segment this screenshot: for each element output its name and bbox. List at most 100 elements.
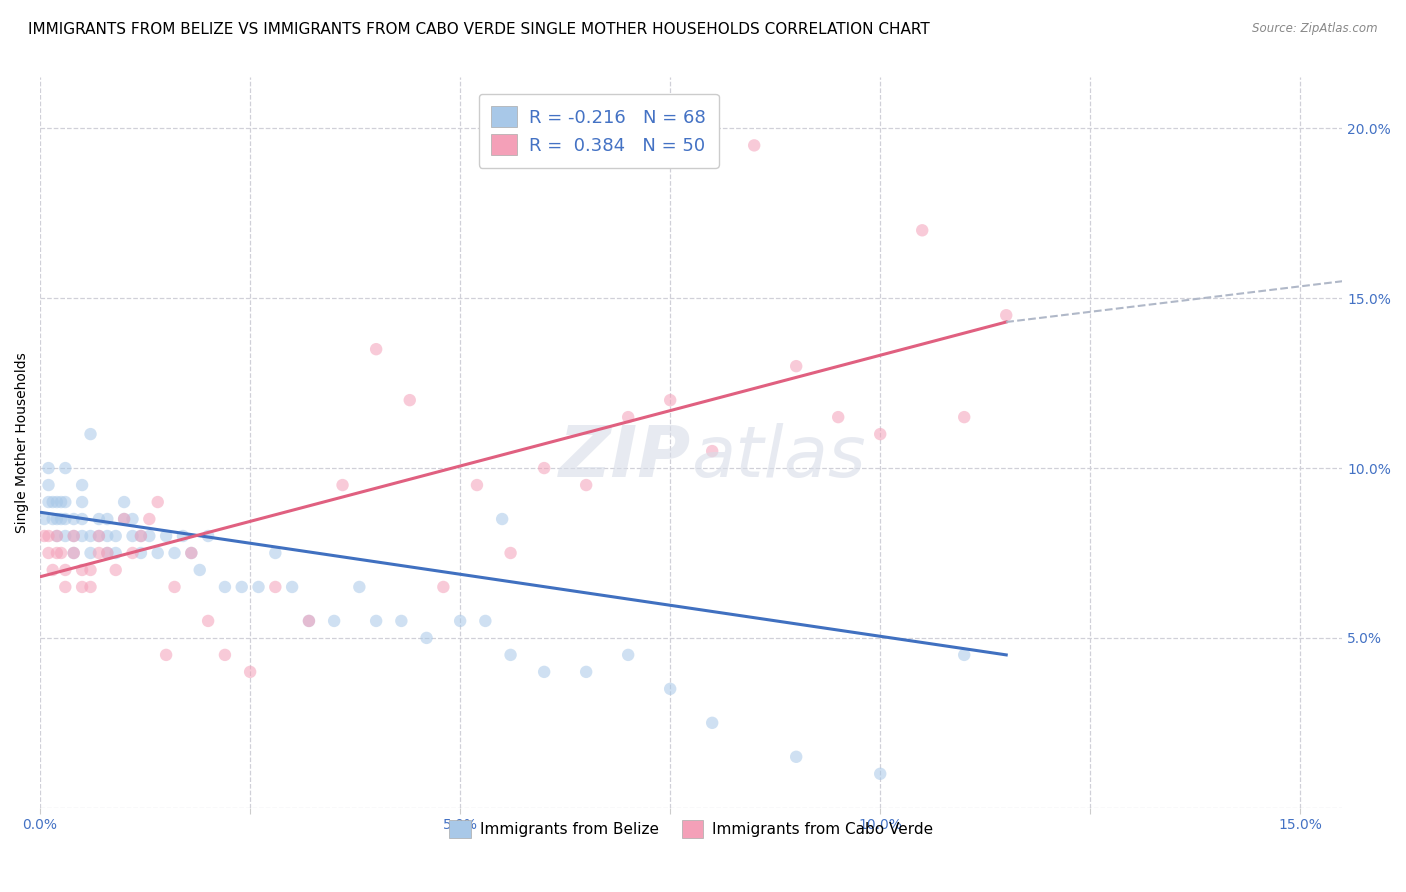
Point bbox=[104, 563, 127, 577]
Point bbox=[41, 512, 63, 526]
Point bbox=[70, 580, 93, 594]
Point bbox=[617, 410, 640, 425]
Point bbox=[188, 563, 211, 577]
Point bbox=[298, 614, 321, 628]
Point bbox=[112, 495, 135, 509]
Point bbox=[62, 546, 84, 560]
Point bbox=[121, 529, 143, 543]
Point bbox=[415, 631, 437, 645]
Point bbox=[45, 529, 67, 543]
Point bbox=[104, 529, 127, 543]
Point bbox=[87, 529, 110, 543]
Point bbox=[96, 546, 118, 560]
Point bbox=[87, 546, 110, 560]
Point bbox=[659, 393, 682, 408]
Text: ZIP: ZIP bbox=[560, 423, 692, 491]
Point bbox=[70, 563, 93, 577]
Point bbox=[214, 648, 236, 662]
Point bbox=[155, 648, 177, 662]
Point bbox=[180, 546, 202, 560]
Point bbox=[869, 766, 891, 780]
Point bbox=[45, 495, 67, 509]
Point bbox=[138, 529, 160, 543]
Point bbox=[53, 563, 76, 577]
Point bbox=[197, 614, 219, 628]
Text: atlas: atlas bbox=[692, 423, 866, 491]
Point bbox=[38, 478, 60, 492]
Point bbox=[474, 614, 496, 628]
Point bbox=[349, 580, 371, 594]
Point bbox=[53, 512, 76, 526]
Point bbox=[121, 546, 143, 560]
Point bbox=[298, 614, 321, 628]
Point bbox=[70, 495, 93, 509]
Point bbox=[742, 138, 765, 153]
Point bbox=[138, 512, 160, 526]
Point bbox=[953, 648, 976, 662]
Point bbox=[49, 495, 72, 509]
Point bbox=[575, 478, 598, 492]
Point bbox=[38, 495, 60, 509]
Point bbox=[62, 512, 84, 526]
Point bbox=[281, 580, 304, 594]
Point bbox=[491, 512, 513, 526]
Point bbox=[465, 478, 488, 492]
Point bbox=[112, 512, 135, 526]
Point bbox=[617, 648, 640, 662]
Point bbox=[911, 223, 934, 237]
Point bbox=[38, 461, 60, 475]
Point bbox=[79, 427, 101, 442]
Point bbox=[53, 529, 76, 543]
Point bbox=[197, 529, 219, 543]
Point bbox=[129, 529, 152, 543]
Point bbox=[180, 546, 202, 560]
Point bbox=[45, 546, 67, 560]
Point bbox=[389, 614, 412, 628]
Legend: Immigrants from Belize, Immigrants from Cabo Verde: Immigrants from Belize, Immigrants from … bbox=[443, 814, 939, 844]
Point bbox=[264, 580, 287, 594]
Point bbox=[995, 308, 1018, 322]
Point bbox=[366, 342, 388, 356]
Point bbox=[104, 546, 127, 560]
Point bbox=[869, 427, 891, 442]
Point bbox=[53, 580, 76, 594]
Point bbox=[96, 512, 118, 526]
Point bbox=[239, 665, 262, 679]
Point bbox=[112, 512, 135, 526]
Point bbox=[62, 546, 84, 560]
Point bbox=[96, 529, 118, 543]
Point bbox=[398, 393, 420, 408]
Point bbox=[49, 512, 72, 526]
Point bbox=[79, 580, 101, 594]
Point bbox=[827, 410, 849, 425]
Point bbox=[49, 546, 72, 560]
Point bbox=[146, 495, 169, 509]
Point bbox=[38, 546, 60, 560]
Point bbox=[214, 580, 236, 594]
Point bbox=[87, 512, 110, 526]
Point bbox=[163, 546, 186, 560]
Point bbox=[70, 478, 93, 492]
Point bbox=[121, 512, 143, 526]
Point bbox=[53, 495, 76, 509]
Point bbox=[70, 512, 93, 526]
Point bbox=[366, 614, 388, 628]
Point bbox=[53, 461, 76, 475]
Point bbox=[45, 529, 67, 543]
Point bbox=[953, 410, 976, 425]
Point bbox=[129, 546, 152, 560]
Point bbox=[323, 614, 346, 628]
Point bbox=[79, 563, 101, 577]
Point bbox=[70, 529, 93, 543]
Point bbox=[533, 461, 555, 475]
Point bbox=[449, 614, 471, 628]
Point bbox=[146, 546, 169, 560]
Point bbox=[87, 529, 110, 543]
Point bbox=[702, 715, 724, 730]
Point bbox=[38, 529, 60, 543]
Point bbox=[499, 648, 522, 662]
Point bbox=[264, 546, 287, 560]
Point bbox=[247, 580, 270, 594]
Point bbox=[79, 529, 101, 543]
Point bbox=[129, 529, 152, 543]
